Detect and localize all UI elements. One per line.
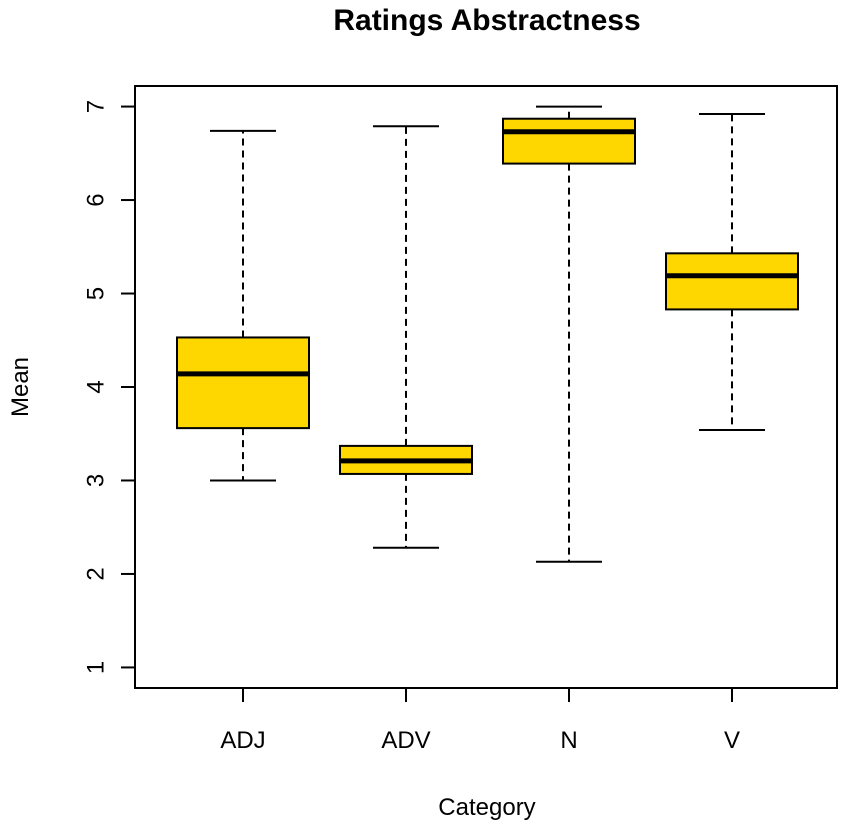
y-tick-label: 6 bbox=[83, 193, 110, 206]
y-tick-label: 4 bbox=[83, 380, 110, 393]
box-iqr bbox=[176, 336, 310, 430]
box-adv bbox=[339, 125, 473, 549]
box-iqr bbox=[665, 252, 799, 311]
chart-title: Ratings Abstractness bbox=[333, 4, 640, 37]
y-axis: 1 2 3 4 5 6 7 bbox=[83, 100, 136, 674]
x-axis: ADJ ADV N V bbox=[220, 687, 740, 754]
y-tick-label: 3 bbox=[83, 474, 110, 487]
y-tick-label: 1 bbox=[83, 661, 110, 674]
x-tick-label: V bbox=[724, 727, 740, 754]
box-iqr bbox=[502, 117, 636, 165]
y-tick-label: 2 bbox=[83, 567, 110, 580]
x-tick-label: ADV bbox=[381, 727, 430, 754]
x-tick-label: N bbox=[560, 727, 577, 754]
y-axis-label: Mean bbox=[7, 357, 34, 417]
x-tick-label: ADJ bbox=[220, 727, 265, 754]
boxplot-series bbox=[176, 105, 799, 563]
box-n bbox=[502, 105, 636, 563]
box-adj bbox=[176, 129, 310, 482]
box-v bbox=[665, 113, 799, 431]
y-tick-label: 5 bbox=[83, 287, 110, 300]
x-axis-label: Category bbox=[438, 794, 535, 821]
y-tick-label: 7 bbox=[83, 100, 110, 113]
